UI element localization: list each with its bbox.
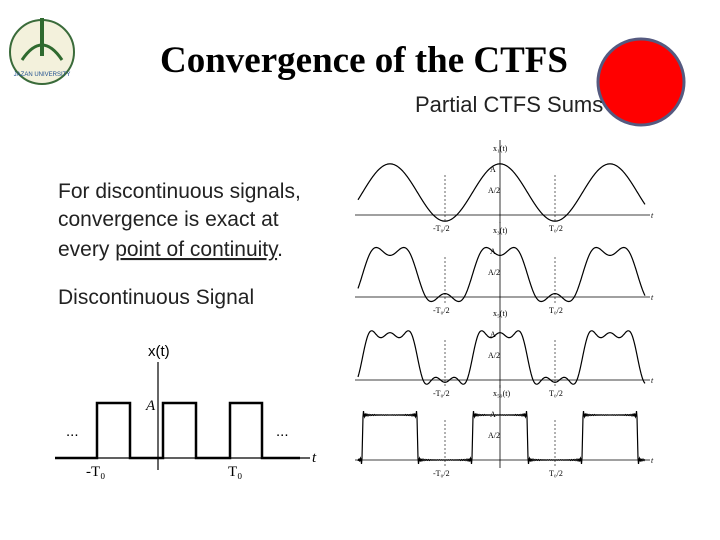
tick-label: -T₀/2 [433,306,450,315]
level-label: A/2 [488,268,500,277]
panel-label: x₁(t) [493,144,508,153]
logo: JAZAN UNIVERSITY [9,18,75,85]
red-circle [596,37,686,127]
body-line: convergence is exact at [58,208,279,231]
axis-label: t [651,293,654,302]
axis-label: t [651,211,654,220]
partial-sum-curve [357,163,646,222]
tick-label: -T₀ [86,464,105,480]
level-label: A/2 [488,431,500,440]
axis-label: t [312,450,317,466]
tick-label: T₀/2 [549,306,563,315]
heading: Discontinuous Signal [58,286,254,309]
partial-sum-panels: x₁(t) A A/2 -T₀/2 T₀/2 t x₃(t) A A/2 -T₀/2 T₀/2 t x₅… [355,140,654,478]
tick-label: T₀/2 [549,224,563,233]
text: every [58,238,115,261]
axis-label: t [651,376,654,385]
ellipsis: ... [66,423,79,440]
square-wave-plot [55,362,310,470]
amplitude-label: A [145,398,156,414]
tick-label: T₀ [228,464,242,480]
tick-label: -T₀/2 [433,469,450,478]
panel-label: x₃(t) [493,226,508,235]
level-label: A [490,247,496,256]
level-label: A/2 [488,351,500,360]
text: . [277,238,283,261]
body-line: every point of continuity. [58,238,283,261]
panel-label: x₅₉(t) [493,389,510,398]
level-label: A [490,410,496,419]
panel-label: x₅(t) [493,309,508,318]
axis-label: t [651,456,654,465]
partial-sum-curve [357,246,646,303]
title: Convergence of the CTFS [160,40,568,81]
ellipsis: ... [276,423,289,440]
level-label: A [490,165,496,174]
subtitle: Partial CTFS Sums [415,92,603,117]
axis-label: x(t) [148,343,170,360]
level-label: A/2 [488,186,500,195]
partial-sum-curve [357,411,646,464]
tick-label: -T₀/2 [433,389,450,398]
logo-text: JAZAN UNIVERSITY [14,72,71,78]
tick-label: -T₀/2 [433,224,450,233]
body-line: For discontinuous signals, [58,180,301,203]
tick-label: T₀/2 [549,469,563,478]
level-label: A [490,330,496,339]
tick-label: T₀/2 [549,389,563,398]
underlined-text: point of continuity [115,238,279,261]
partial-sum-curve [357,330,646,385]
